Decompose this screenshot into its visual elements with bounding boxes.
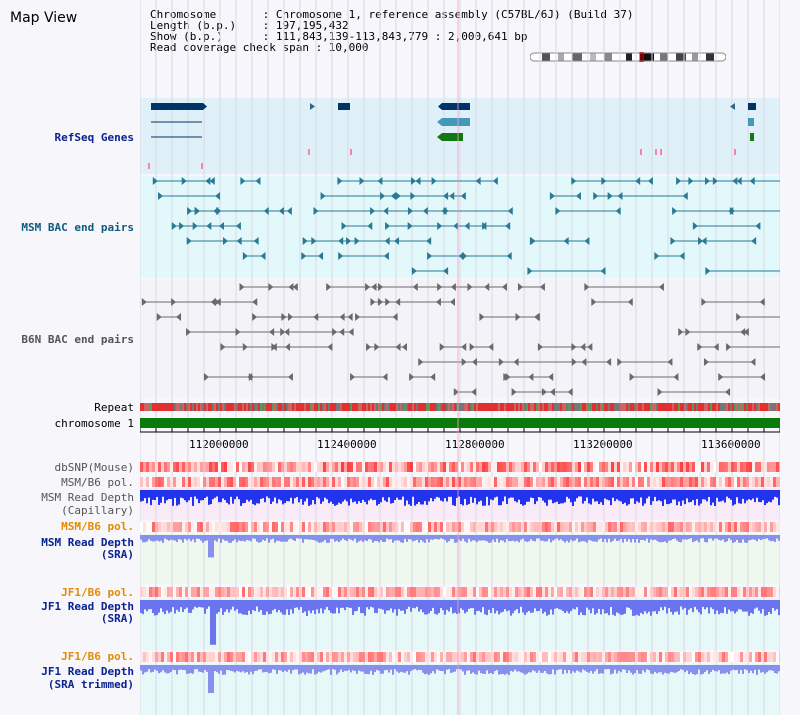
- track-label-b6n-bac[interactable]: B6N BAC end pairs: [21, 333, 134, 346]
- jf1-depth-sra-bars: [140, 600, 780, 645]
- track-label-jf1-depth-trim-sub: (SRA trimmed): [47, 678, 134, 691]
- track-label-msm-bac[interactable]: MSM BAC end pairs: [21, 221, 134, 234]
- track-label-jf1-depth-sra[interactable]: JF1 Read Depth: [41, 600, 134, 613]
- track-label-jf1-depth-trim[interactable]: JF1 Read Depth: [41, 665, 134, 678]
- track-label-dbsnp[interactable]: dbSNP(Mouse): [54, 461, 134, 474]
- track-label-msm-depth-sra[interactable]: MSM Read Depth: [41, 536, 134, 549]
- msm-depth-capillary-bars: [140, 490, 780, 506]
- show-range-line: Show (b.p.) : 111,843,139-113,843,779 : …: [150, 30, 528, 43]
- page-title: Map View: [10, 10, 78, 26]
- jf1-b6-pol-heatmap-2: [140, 652, 780, 662]
- jf1-depth-trim-bars: [140, 665, 780, 693]
- track-label-msm-depth-sra-sub: (SRA): [100, 548, 134, 561]
- position-axis: [140, 428, 780, 433]
- genome-track-panel[interactable]: [140, 0, 780, 715]
- track-label-msm-b6-pol[interactable]: MSM/B6 pol.: [61, 476, 134, 489]
- chromosome-ideogram[interactable]: [530, 52, 726, 62]
- length-line: Length (b.p.) : 197,195,432: [150, 19, 349, 32]
- track-label-msm-b6-pol-2[interactable]: MSM/B6 pol.: [61, 520, 134, 533]
- chromosome-line: Chromosome : Chromosome 1, reference ass…: [150, 8, 634, 21]
- msm-b6-pol-heatmap-2: [140, 522, 780, 532]
- track-label-msm-depth-cap-sub: (Capillary): [61, 504, 134, 517]
- chromosome-info: Chromosome : Chromosome 1, reference ass…: [150, 9, 633, 53]
- coverage-span-line: Read coverage check span : 10,000: [150, 41, 369, 54]
- track-label-jf1-depth-sra-sub: (SRA): [100, 612, 134, 625]
- msm-bac-pairs: [152, 177, 780, 275]
- refseq-genes: [148, 103, 756, 169]
- track-label-chromosome: chromosome 1: [54, 417, 134, 430]
- repeat-track: [140, 403, 780, 411]
- track-label-jf1-b6-pol-2[interactable]: JF1/B6 pol.: [61, 650, 134, 663]
- track-label-refseq[interactable]: RefSeq Genes: [54, 131, 134, 144]
- chromosome-bar: [140, 418, 780, 428]
- msm-b6-pol-heatmap: [140, 477, 780, 487]
- jf1-b6-pol-heatmap: [140, 587, 780, 597]
- track-label-jf1-b6-pol[interactable]: JF1/B6 pol.: [61, 586, 134, 599]
- b6n-bac-pairs: [141, 283, 780, 396]
- track-label-repeat: Repeat: [94, 401, 134, 414]
- dbsnp-heatmap: [140, 462, 780, 472]
- msm-depth-sra-bars: [140, 535, 780, 558]
- track-label-msm-depth-cap[interactable]: MSM Read Depth: [41, 491, 134, 504]
